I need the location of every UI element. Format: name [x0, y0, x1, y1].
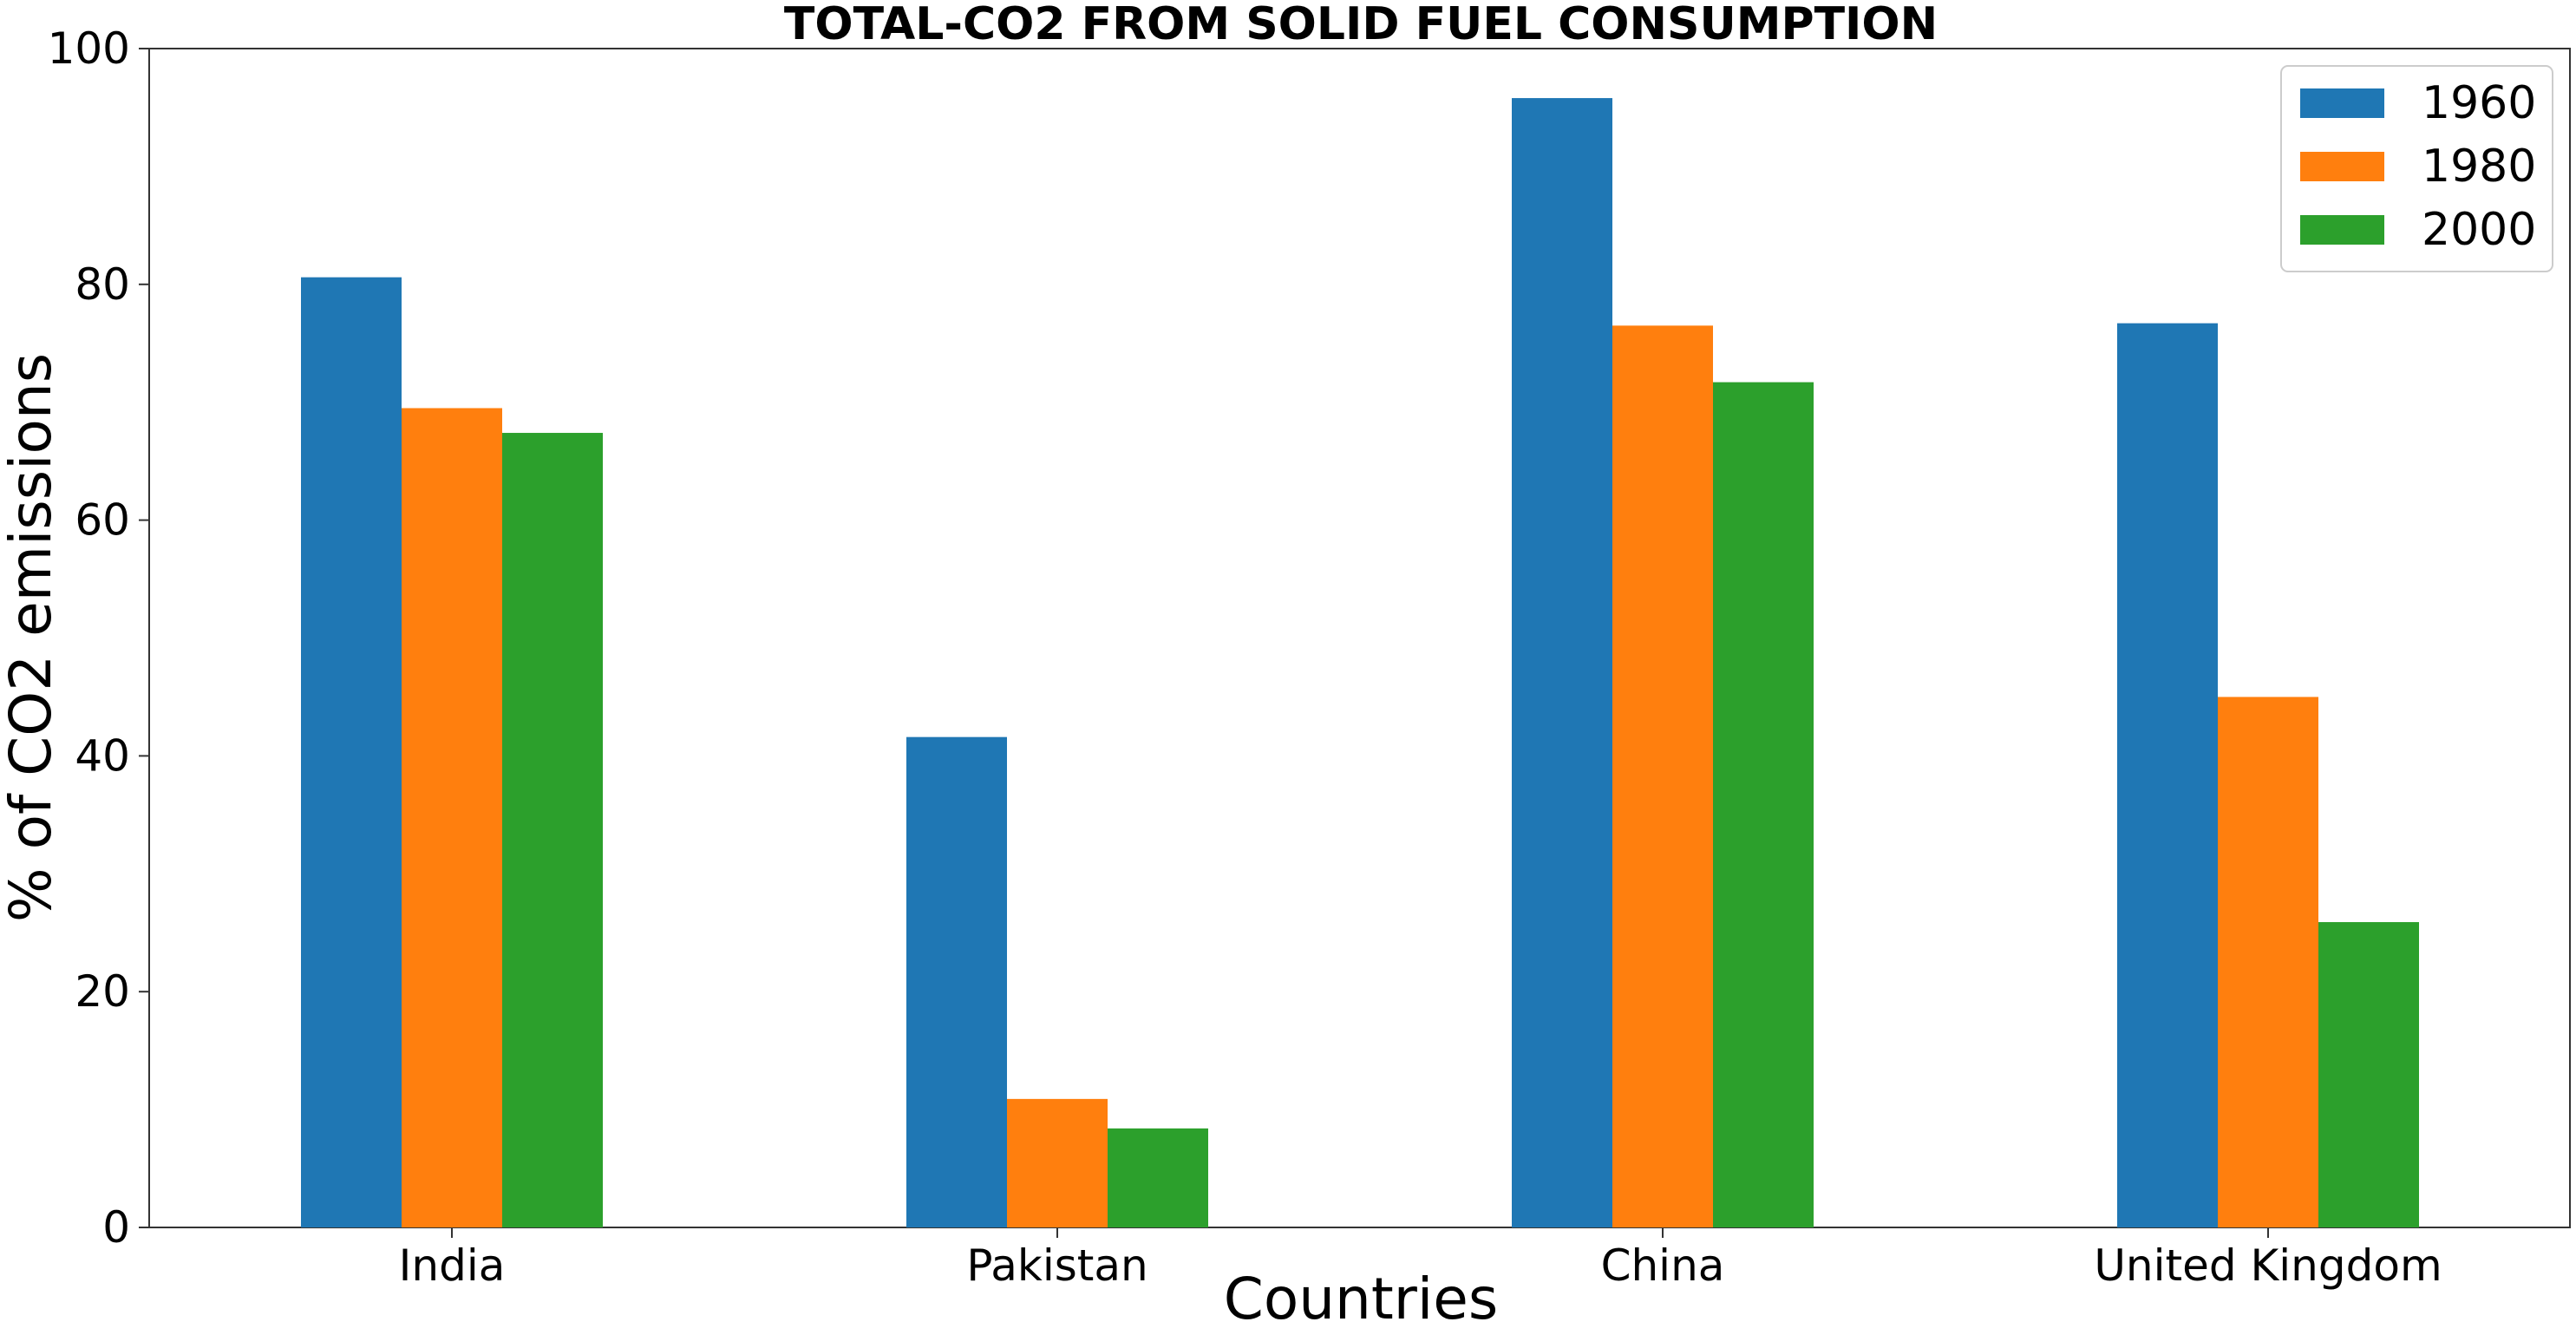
- bar-pakistan-1960: [906, 736, 1007, 1227]
- legend-label-2000: 2000: [2422, 204, 2536, 256]
- y-tick-label: 40: [75, 730, 130, 781]
- legend-swatch-1960: [2300, 88, 2384, 118]
- legend-label-1980: 1980: [2422, 141, 2536, 193]
- bar-united-kingdom-1980: [2218, 697, 2318, 1227]
- y-tick-label: 0: [102, 1202, 130, 1253]
- x-axis-title: Countries: [1224, 1266, 1498, 1332]
- chart-title: TOTAL-CO2 FROM SOLID FUEL CONSUMPTION: [784, 0, 1938, 50]
- bar-india-2000: [502, 433, 603, 1227]
- bar-united-kingdom-1960: [2117, 323, 2218, 1228]
- y-tick-label: 100: [48, 23, 130, 74]
- bar-united-kingdom-2000: [2318, 922, 2419, 1227]
- x-tick-label: India: [399, 1240, 506, 1291]
- y-axis-title: % of CO2 emissions: [0, 353, 64, 922]
- y-tick-label: 60: [75, 495, 130, 546]
- bar-india-1960: [301, 277, 402, 1227]
- y-tick-label: 80: [75, 259, 130, 310]
- x-tick-label: Pakistan: [966, 1240, 1147, 1291]
- bar-china-1960: [1512, 98, 1612, 1227]
- plot-frame: [148, 48, 2571, 1228]
- y-axis: 0 20 40 60 80 100: [48, 23, 149, 1253]
- legend-swatch-2000: [2300, 215, 2384, 245]
- x-tick-label: China: [1601, 1240, 1725, 1291]
- x-tick-label: United Kingdom: [2094, 1240, 2442, 1291]
- bar-india-1980: [402, 408, 502, 1227]
- bars-group: [301, 98, 2419, 1228]
- bar-pakistan-1980: [1007, 1098, 1108, 1227]
- bar-china-2000: [1713, 382, 1814, 1227]
- legend-swatch-1980: [2300, 152, 2384, 181]
- bar-pakistan-2000: [1108, 1128, 1208, 1227]
- x-axis: India Pakistan China United Kingdom: [399, 1227, 2442, 1291]
- legend-label-1960: 1960: [2422, 77, 2536, 129]
- y-tick-label: 20: [75, 966, 130, 1017]
- legend: 1960 1980 2000: [2280, 65, 2553, 272]
- bar-china-1980: [1612, 325, 1713, 1227]
